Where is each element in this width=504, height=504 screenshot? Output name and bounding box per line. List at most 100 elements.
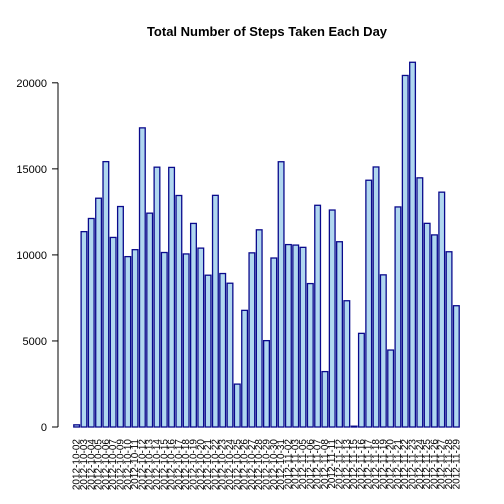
bar	[160, 251, 168, 428]
y-tick-label: 10000	[16, 250, 47, 262]
bar	[452, 305, 460, 428]
bar	[262, 339, 270, 428]
x-tick-label: 2012-10-18	[181, 439, 192, 491]
bar	[416, 177, 424, 428]
x-tick-label: 2012-11-15	[349, 439, 360, 490]
bar	[445, 251, 453, 428]
bar	[87, 217, 95, 428]
x-tick-label: 2012-10-13	[145, 439, 156, 491]
bar	[124, 255, 132, 428]
y-tick-label: 15000	[16, 164, 47, 176]
x-tick-label: 2012-11-03	[291, 439, 302, 490]
bar	[372, 166, 380, 428]
y-tick-label: 5000	[23, 336, 47, 348]
x-tick-label: 2012-11-25	[422, 439, 433, 490]
x-tick-label: 2012-11-27	[437, 439, 448, 490]
bar	[306, 282, 314, 428]
x-tick-label: 2012-11-22	[400, 439, 411, 490]
x-tick-label: 2012-11-17	[364, 439, 375, 490]
x-tick-label: 2012-10-20	[196, 439, 207, 491]
x-tick-label: 2012-11-26	[429, 439, 440, 490]
bar	[365, 179, 373, 428]
x-tick-label: 2012-10-23	[218, 439, 229, 491]
x-tick-label: 2012-11-07	[313, 439, 324, 490]
x-tick-label: 2012-10-21	[203, 439, 214, 491]
bar	[314, 204, 322, 428]
bar	[277, 161, 285, 428]
x-tick-label: 2012-11-29	[451, 439, 462, 490]
x-tick-label: 2012-11-11	[327, 439, 338, 489]
bar	[153, 166, 161, 428]
bar	[379, 274, 387, 428]
y-axis: 0 5000 10000 15000 20000	[16, 78, 59, 434]
x-tick-label: 2012-11-12	[335, 439, 346, 490]
x-tick-label: 2012-10-02	[72, 439, 83, 491]
bar	[204, 274, 212, 428]
x-tick-label: 2012-10-25	[232, 439, 243, 491]
bar	[336, 241, 344, 428]
x-tick-label: 2012-11-05	[298, 439, 309, 490]
bar	[321, 370, 329, 428]
x-tick-label: 2012-10-16	[167, 439, 178, 491]
y-tick-label: 20000	[16, 78, 47, 90]
x-tick-label: 2012-11-18	[371, 439, 382, 490]
bar	[299, 246, 307, 428]
bar	[211, 194, 219, 428]
bars	[73, 61, 460, 428]
x-tick-label: 2012-10-29	[262, 439, 273, 491]
bar	[109, 236, 117, 428]
x-tick-label: 2012-10-07	[108, 439, 119, 491]
bar	[241, 309, 249, 428]
bar	[284, 243, 292, 428]
y-tick-label: 0	[41, 422, 47, 434]
bar	[387, 349, 395, 428]
bar	[189, 222, 197, 428]
bar	[350, 425, 358, 428]
bar	[73, 424, 81, 428]
x-tick-label: 2012-10-06	[101, 439, 112, 491]
bar	[423, 222, 431, 428]
x-tick-label: 2012-10-26	[240, 439, 251, 491]
x-tick-label: 2012-10-31	[276, 439, 287, 491]
x-tick-label: 2012-11-20	[386, 439, 397, 490]
bar	[175, 194, 183, 428]
bar	[292, 244, 300, 428]
x-tick-label: 2012-10-10	[123, 439, 134, 491]
bar	[80, 230, 88, 428]
bar	[146, 212, 154, 428]
x-tick-label: 2012-11-23	[408, 439, 419, 490]
bar	[248, 252, 256, 428]
x-tick-label: 2012-10-22	[210, 439, 221, 491]
bar	[138, 127, 146, 428]
x-tick-label: 2012-11-16	[356, 439, 367, 490]
bar	[270, 257, 278, 428]
x-tick-label: 2012-10-05	[94, 439, 105, 491]
bar	[401, 74, 409, 428]
x-tick-label: 2012-10-28	[254, 439, 265, 491]
bar	[219, 272, 227, 428]
x-tick-label: 2012-11-08	[320, 439, 331, 490]
bar	[255, 229, 263, 428]
bar	[328, 209, 336, 428]
x-tick-label: 2012-10-30	[269, 439, 280, 491]
x-tick-label: 2012-11-21	[393, 439, 404, 490]
x-tick-label: 2012-10-27	[247, 439, 258, 491]
bar	[116, 205, 124, 428]
x-tick-label: 2012-10-11	[130, 439, 141, 490]
x-tick-label: 2012-10-12	[137, 439, 148, 491]
x-tick-label: 2012-10-04	[86, 439, 97, 491]
bar	[131, 249, 139, 428]
bar	[182, 253, 190, 428]
x-tick-label: 2012-11-13	[342, 439, 353, 490]
x-axis: 2012-10-022012-10-032012-10-042012-10-05…	[72, 439, 463, 491]
bar	[430, 234, 438, 428]
x-tick-label: 2012-10-19	[188, 439, 199, 491]
x-tick-label: 2012-10-09	[115, 439, 126, 491]
x-tick-label: 2012-10-17	[174, 439, 185, 491]
bar	[409, 61, 417, 428]
x-tick-label: 2012-11-28	[444, 439, 455, 490]
bar	[233, 383, 241, 428]
x-tick-label: 2012-10-15	[159, 439, 170, 491]
x-tick-label: 2012-10-14	[152, 439, 163, 491]
